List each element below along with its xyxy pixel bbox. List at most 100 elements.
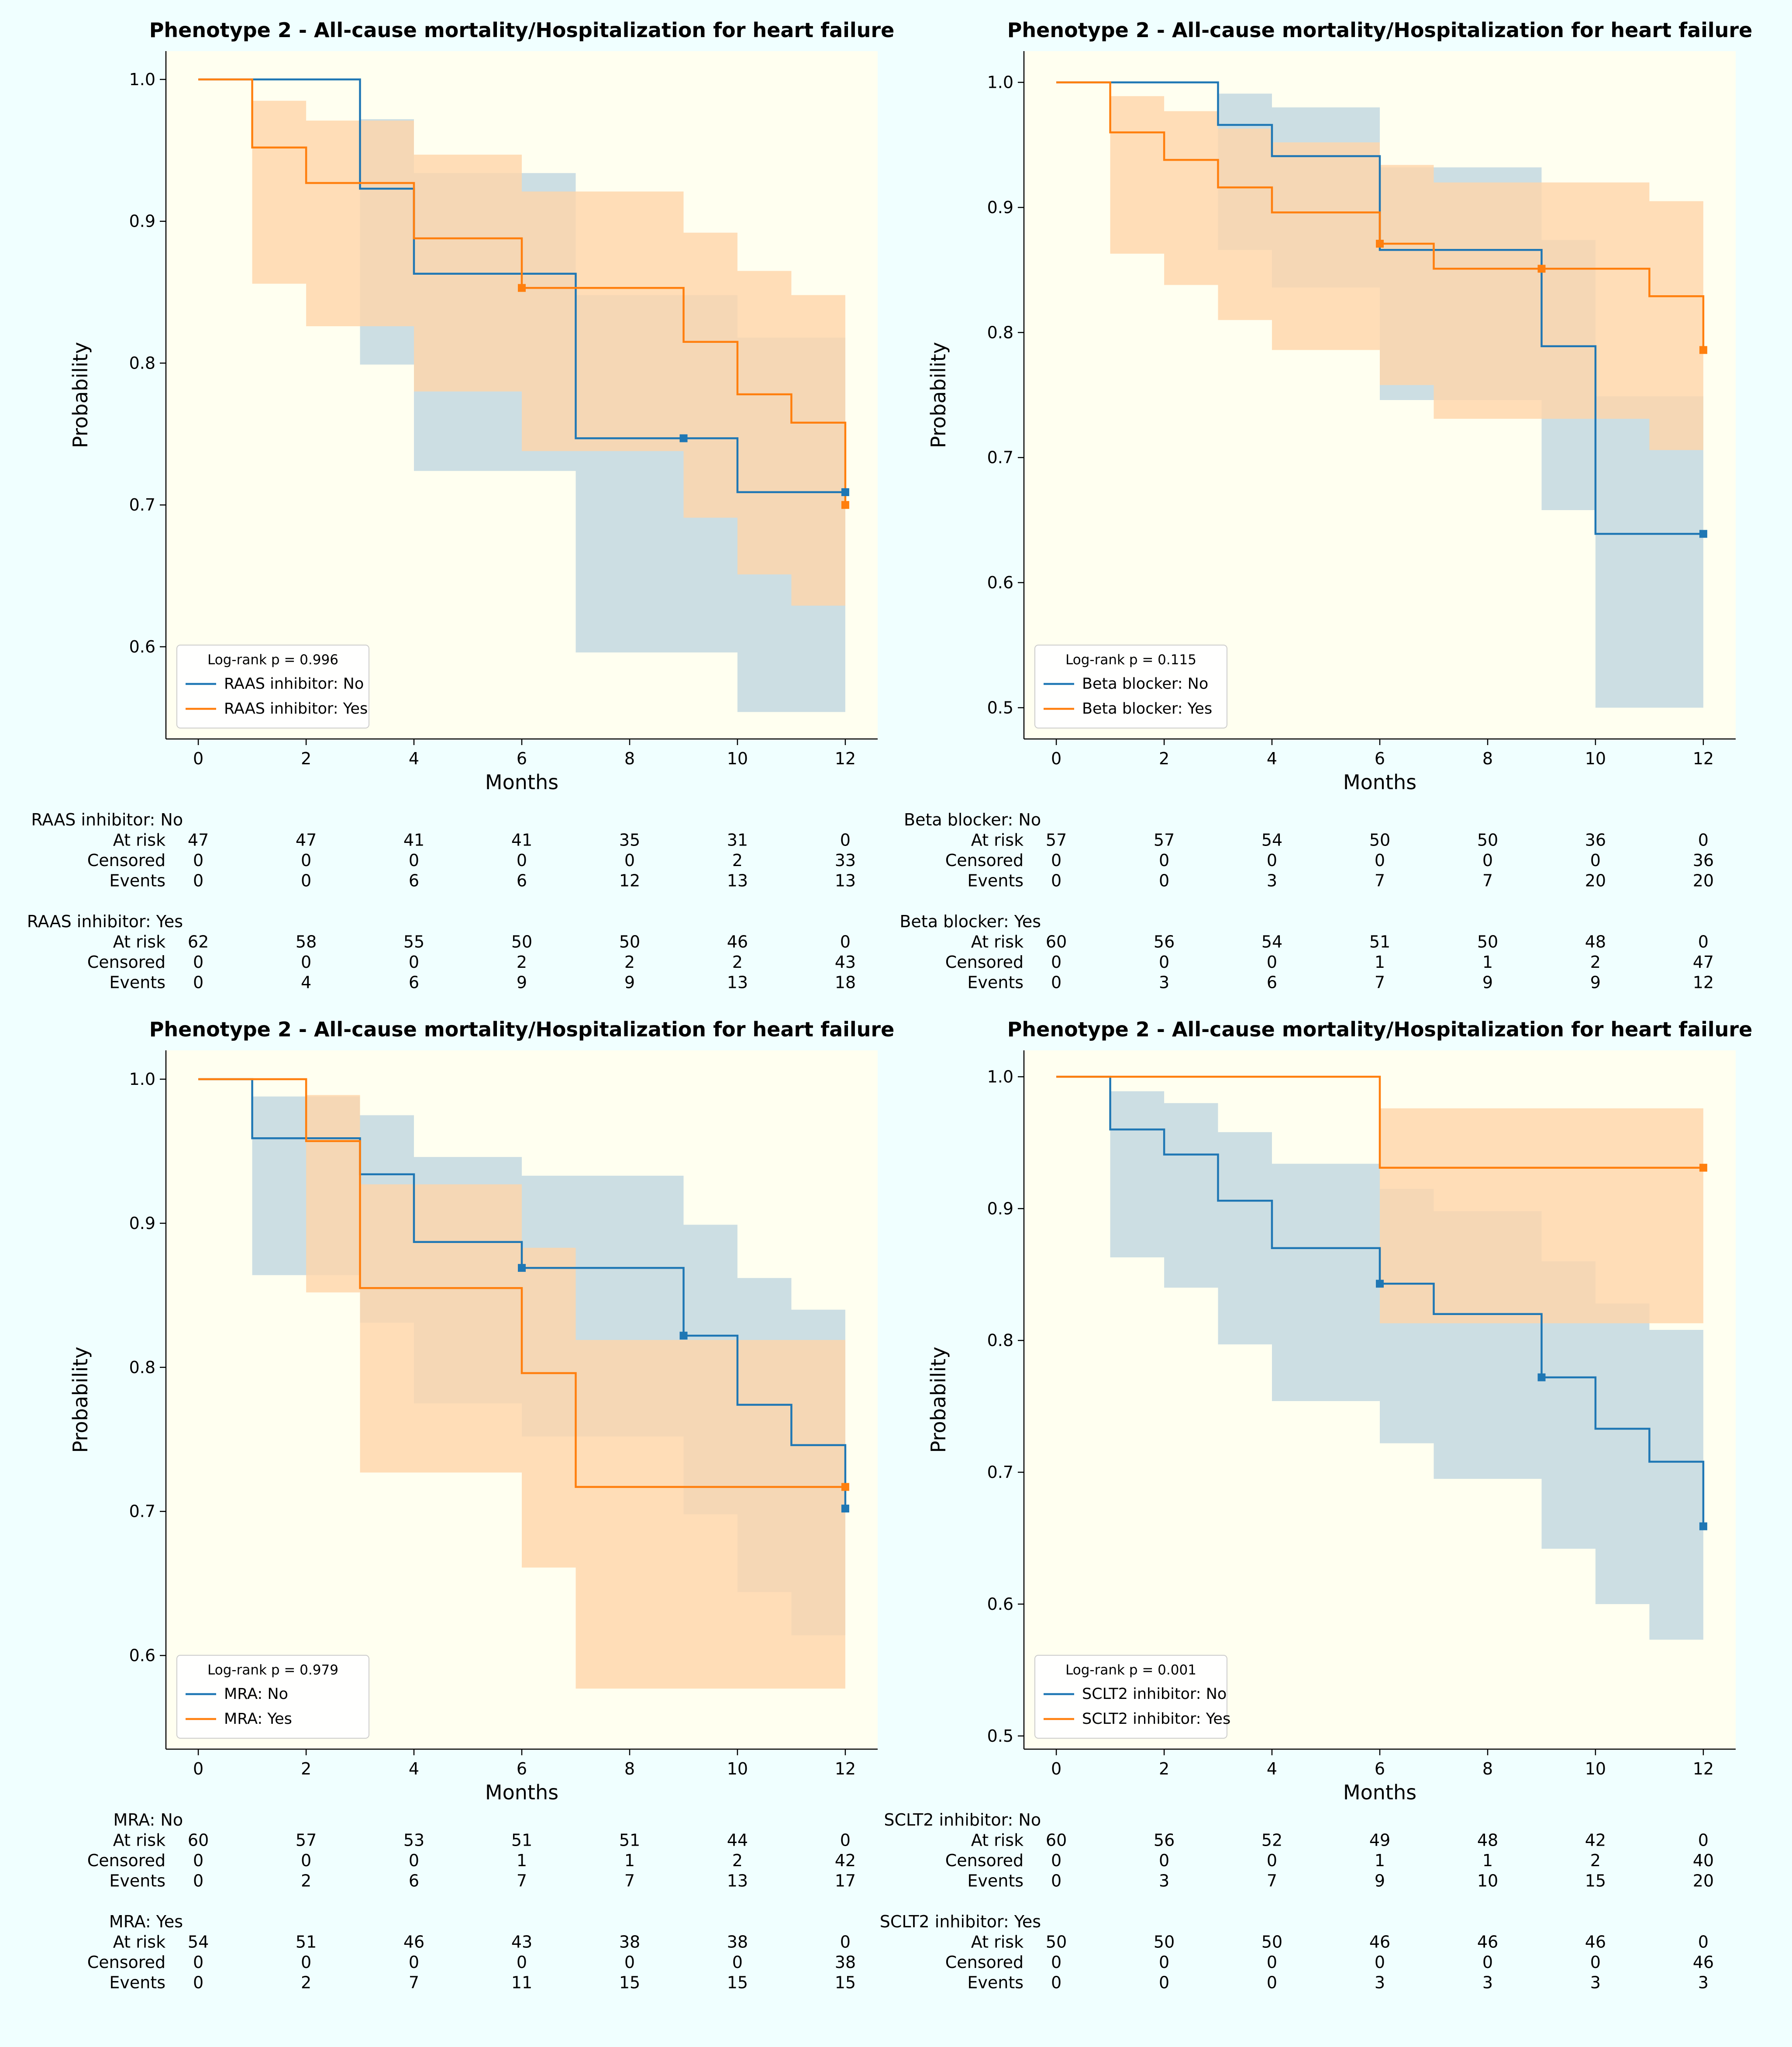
risk-table-cell: 7 [517,1871,527,1891]
censor-marker [1537,1373,1546,1381]
risk-table-row-label: Events [109,871,165,891]
risk-table-cell: 2 [301,1973,311,1992]
risk-table-cell: 13 [727,973,748,992]
x-tick-label: 10 [727,1759,748,1778]
censor-marker [1699,530,1707,538]
risk-table-cell: 0 [732,1953,743,1972]
risk-table-cell: 58 [296,932,317,952]
risk-table-cell: 54 [1261,932,1282,952]
risk-table-cell: 0 [301,953,311,972]
censor-marker [518,1264,526,1272]
km-panel-2: Phenotype 2 - All-cause mortality/Hospit… [899,18,1752,992]
risk-table-cell: 62 [188,932,209,952]
risk-table-cell: 20 [1693,871,1714,891]
censor-marker [518,284,526,292]
risk-table-cell: 0 [301,1851,311,1870]
risk-table-cell: 0 [1267,953,1277,972]
risk-table-cell: 7 [1375,871,1385,891]
legend-box [1034,645,1227,728]
risk-table-cell: 2 [517,953,527,972]
risk-table-cell: 50 [1477,831,1498,850]
risk-table-row-label: At risk [113,1831,165,1850]
risk-table-row-label: Censored [87,1851,165,1870]
risk-table-cell: 38 [727,1933,748,1952]
risk-table-group-label: Beta blocker: No [904,810,1041,829]
y-tick-label: 0.9 [129,212,155,231]
risk-table-cell: 6 [1267,973,1277,992]
risk-table-cell: 56 [1154,932,1175,952]
y-tick-label: 1.0 [987,1067,1013,1086]
risk-table-cell: 0 [1159,1973,1169,1992]
risk-table-cell: 0 [1590,1953,1601,1972]
risk-table-cell: 54 [188,1933,209,1952]
risk-table-cell: 3 [1375,1973,1385,1992]
ci-band-orange [1056,1077,1703,1323]
risk-table-cell: 36 [1693,851,1714,870]
x-tick-label: 8 [1482,1759,1493,1778]
risk-table-cell: 3 [1590,1973,1601,1992]
risk-table-row-label: At risk [113,831,165,850]
censor-marker [841,488,849,496]
risk-table-cell: 46 [1369,1933,1390,1952]
y-axis-label: Probability [69,342,92,448]
risk-table-cell: 55 [403,932,424,952]
legend-entry: Beta blocker: Yes [1082,700,1212,718]
x-axis-label: Months [1343,770,1416,794]
risk-table-row-label: At risk [971,831,1024,850]
risk-table-cell: 0 [1698,1933,1709,1952]
risk-table-cell: 50 [511,932,532,952]
risk-table-cell: 51 [511,1831,532,1850]
risk-table-row-label: Events [109,1871,165,1891]
risk-table-cell: 56 [1154,1831,1175,1850]
risk-table-row-label: Censored [87,953,165,972]
legend-entry: RAAS inhibitor: No [224,675,364,693]
risk-table-cell: 7 [409,1973,419,1992]
censor-marker [1376,240,1384,248]
risk-table-cell: 0 [840,831,851,850]
risk-table-cell: 18 [835,973,856,992]
risk-table-cell: 0 [409,1851,419,1870]
legend-entry: SCLT2 inhibitor: Yes [1082,1710,1230,1728]
x-tick-label: 2 [301,749,311,768]
risk-table-cell: 0 [193,871,203,891]
risk-table-cell: 31 [727,831,748,850]
risk-table-row-label: Censored [945,953,1024,972]
risk-table-cell: 0 [1482,851,1493,870]
risk-table-cell: 7 [1267,1871,1277,1891]
risk-table-cell: 42 [835,1851,856,1870]
y-tick-label: 1.0 [129,1070,155,1089]
risk-table-cell: 38 [619,1933,640,1952]
risk-table-cell: 15 [1585,1871,1606,1891]
risk-table-cell: 54 [1261,831,1282,850]
risk-table-cell: 46 [727,932,748,952]
risk-table-group-label: MRA: Yes [109,1912,183,1931]
x-tick-label: 6 [1375,749,1385,768]
risk-table-cell: 0 [1375,851,1385,870]
risk-table-cell: 2 [624,953,635,972]
km-panel-1: Phenotype 2 - All-cause mortality/Hospit… [27,18,895,992]
legend: Log-rank p = 0.979 MRA: No MRA: Yes [176,1655,369,1739]
risk-table-cell: 51 [1369,932,1390,952]
y-tick-label: 0.9 [987,1199,1013,1218]
survival-line-orange [198,1078,845,1488]
risk-table-cell: 50 [1261,1933,1282,1952]
risk-table-cell: 0 [1159,871,1169,891]
risk-table-cell: 38 [835,1953,856,1972]
y-tick-label: 0.5 [987,1726,1013,1746]
legend: Log-rank p = 0.115 Beta blocker: No Beta b… [1034,645,1227,728]
risk-table-row-label: At risk [971,932,1024,952]
risk-table-cell: 0 [517,851,527,870]
y-tick-label: 0.9 [987,198,1013,217]
x-tick-label: 8 [624,1759,635,1778]
risk-table-cell: 11 [511,1973,532,1992]
risk-table-row-label: Censored [87,851,165,870]
x-tick-label: 8 [624,749,635,768]
risk-table-cell: 15 [619,1973,640,1992]
risk-table-row-label: At risk [113,932,165,952]
ci-band-orange [1056,82,1703,508]
risk-table-cell: 0 [1159,953,1169,972]
risk-table-cell: 13 [835,871,856,891]
x-axis-label: Months [485,1781,558,1804]
